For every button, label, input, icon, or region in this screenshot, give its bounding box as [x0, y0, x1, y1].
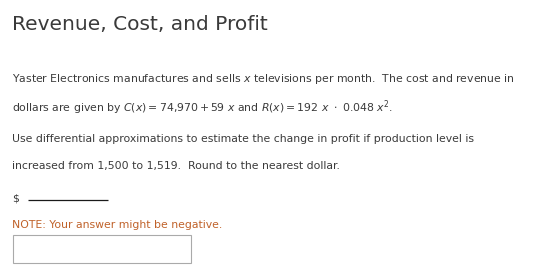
- Text: dollars are given by $C(x) = 74{,}970 + 59\ x$ and $R(x) = 192\ x\ \cdot\ 0.048\: dollars are given by $C(x) = 74{,}970 + …: [12, 99, 393, 117]
- FancyBboxPatch shape: [13, 235, 191, 263]
- Text: increased from 1,500 to 1,519.  Round to the nearest dollar.: increased from 1,500 to 1,519. Round to …: [12, 161, 340, 171]
- Text: $: $: [12, 193, 19, 203]
- Text: Use differential approximations to estimate the change in profit if production l: Use differential approximations to estim…: [12, 134, 474, 144]
- Text: Yaster Electronics manufactures and sells $x$ televisions per month.  The cost a: Yaster Electronics manufactures and sell…: [12, 72, 515, 86]
- Text: NOTE: Your answer might be negative.: NOTE: Your answer might be negative.: [12, 220, 222, 230]
- Text: Revenue, Cost, and Profit: Revenue, Cost, and Profit: [12, 15, 267, 34]
